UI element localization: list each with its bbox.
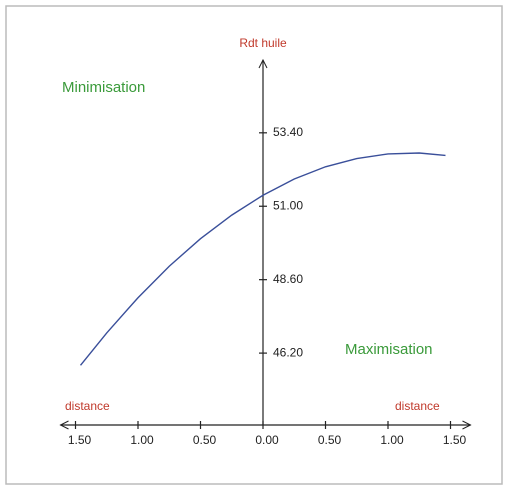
x-tick-label: 1.50 bbox=[443, 433, 467, 447]
y-tick-label: 48.60 bbox=[273, 272, 303, 286]
x-tick-label: 0.00 bbox=[255, 433, 279, 447]
y-tick-label: 53.40 bbox=[273, 125, 303, 139]
x-tick-label: 0.50 bbox=[318, 433, 342, 447]
annotation: distance bbox=[395, 399, 440, 413]
x-tick-label: 0.50 bbox=[193, 433, 217, 447]
x-tick-label: 1.50 bbox=[68, 433, 92, 447]
frame bbox=[5, 5, 503, 485]
x-tick-label: 1.00 bbox=[130, 433, 154, 447]
x-axis-arrow-left bbox=[59, 420, 69, 430]
y-tick-label: 51.00 bbox=[273, 198, 303, 212]
x-axis-arrow-right bbox=[462, 420, 472, 430]
line bbox=[79, 152, 446, 366]
annotation: Minimisation bbox=[62, 79, 145, 96]
y-tick-label: 46.20 bbox=[273, 345, 303, 359]
y-axis-label: Rdt huile bbox=[239, 36, 287, 50]
x-tick-label: 1.00 bbox=[380, 433, 404, 447]
annotation: distance bbox=[65, 399, 110, 413]
y-axis-arrow bbox=[258, 58, 268, 69]
annotation: Maximisation bbox=[345, 341, 433, 358]
